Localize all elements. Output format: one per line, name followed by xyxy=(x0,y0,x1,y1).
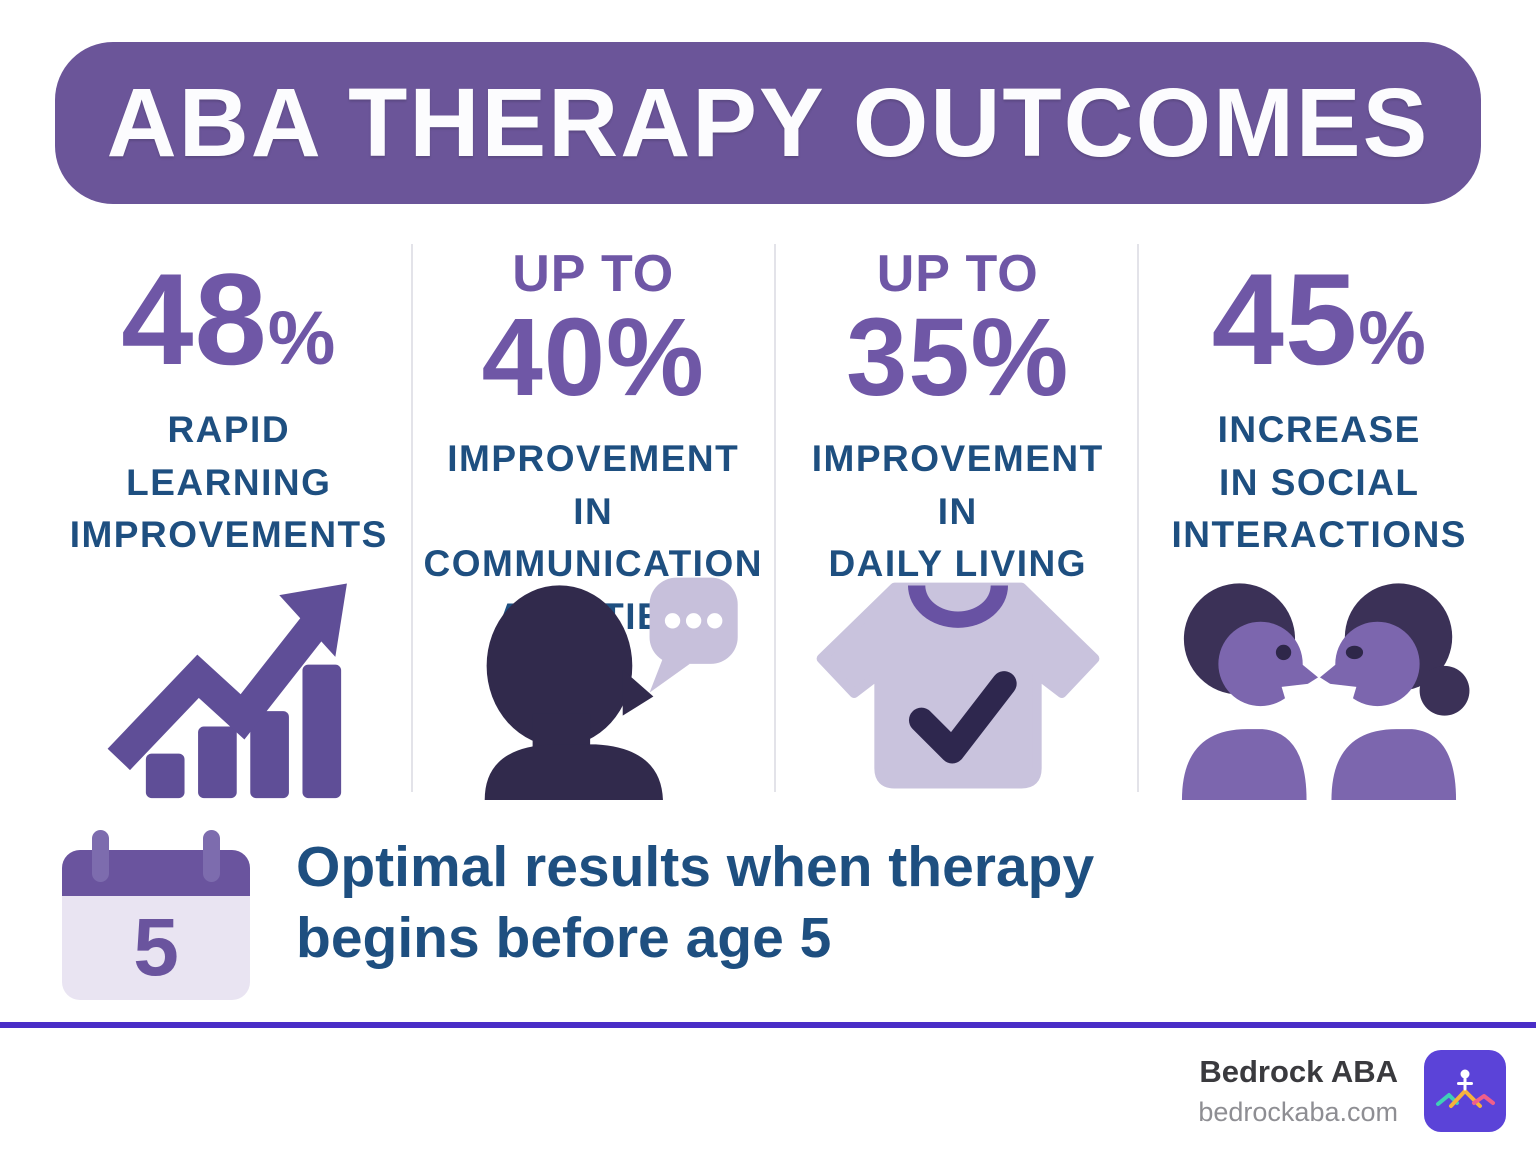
calendar-ring xyxy=(92,830,109,882)
stat-label-line: IMPROVEMENT IN xyxy=(447,438,740,532)
right-child-ponytail xyxy=(1419,665,1470,716)
right-child-face xyxy=(1335,621,1420,707)
age-note-line: Optimal results when therapy xyxy=(296,835,1095,899)
stat-prefix: UP TO xyxy=(876,245,1039,303)
social-interaction-icon xyxy=(1138,570,1500,800)
left-child-nose xyxy=(1297,660,1319,691)
right-child-body xyxy=(1331,729,1457,800)
growth-chart-icon xyxy=(48,570,410,800)
bubble-dot xyxy=(707,613,723,629)
column-divider xyxy=(1137,244,1139,792)
age-note-text: Optimal results when therapy begins befo… xyxy=(296,832,1094,973)
stat-label-line: IMPROVEMENT IN xyxy=(811,438,1104,532)
stat-label-line: IMPROVEMENTS xyxy=(69,514,388,556)
communication-icon xyxy=(410,570,777,800)
trend-arrow-line xyxy=(107,608,332,771)
percent-sign: % xyxy=(1358,296,1427,381)
bar xyxy=(145,753,185,799)
daily-living-skills-icon xyxy=(777,570,1139,800)
header-banner: ABA THERAPY OUTCOMES xyxy=(55,42,1481,204)
speech-bubble-tail xyxy=(649,658,691,693)
right-child-mouth xyxy=(1324,683,1357,707)
left-child-mouth xyxy=(1281,683,1315,707)
calendar-ring xyxy=(203,830,220,882)
stat-value: 35% xyxy=(846,303,1069,413)
page-title: ABA THERAPY OUTCOMES xyxy=(106,68,1430,177)
stat-communication: UP TO 40% IMPROVEMENT IN COMMUNICATION A… xyxy=(410,238,777,800)
shoulders xyxy=(484,744,664,800)
left-child-body xyxy=(1182,729,1307,800)
percent-sign: % xyxy=(267,296,337,381)
trend-arrow-head xyxy=(279,583,347,657)
two-children-talking-svg xyxy=(1182,583,1470,800)
stat-social-interactions: 45% INCREASE IN SOCIAL INTERACTIONS xyxy=(1138,238,1500,800)
stat-label-line: RAPID xyxy=(167,409,291,450)
bubble-dot xyxy=(665,613,681,629)
brand-name: Bedrock ABA xyxy=(1199,1054,1398,1089)
footer-divider xyxy=(0,1022,1536,1028)
growth-chart-svg xyxy=(107,583,347,799)
nose xyxy=(622,669,654,716)
communication-svg xyxy=(484,577,738,800)
age-note: 5 Optimal results when therapy begins be… xyxy=(62,826,1094,1000)
tshirt-body xyxy=(816,582,1100,789)
head xyxy=(486,585,633,747)
stat-label-line: COMMUNICATION xyxy=(423,543,763,585)
stat-number: 48 xyxy=(121,246,268,392)
stat-daily-living: UP TO 35% IMPROVEMENT IN DAILY LIVING SK… xyxy=(777,238,1139,800)
stat-label-line: INCREASE xyxy=(1217,409,1421,450)
bedrock-mountain-logo xyxy=(1424,1050,1506,1132)
left-child-face xyxy=(1218,621,1303,707)
logo-figure-body xyxy=(1457,1077,1473,1091)
checkmark xyxy=(908,671,1017,764)
stats-row: 48% RAPID LEARNING IMPROVEMENTS UP xyxy=(48,238,1500,800)
stat-label-line: INTERACTIONS xyxy=(1171,514,1467,556)
bar xyxy=(197,726,237,799)
logo-mountain-right xyxy=(1472,1094,1495,1105)
bar xyxy=(250,711,289,799)
calendar-header-band xyxy=(62,850,250,896)
percent-sign: % xyxy=(606,296,705,420)
stat-label-line: LEARNING xyxy=(126,461,332,503)
calendar-number: 5 xyxy=(133,902,179,993)
column-divider xyxy=(411,244,413,792)
footer: Bedrock ABA bedrockaba.com xyxy=(0,1028,1536,1154)
tshirt-check-svg xyxy=(816,582,1100,789)
logo-figure-head xyxy=(1460,1069,1470,1079)
brand-website: bedrockaba.com xyxy=(1198,1097,1398,1127)
left-child-eye xyxy=(1276,644,1292,661)
stat-value: 40% xyxy=(482,303,705,413)
right-child-eye xyxy=(1346,645,1364,660)
stat-label-line: DAILY LIVING xyxy=(828,543,1087,585)
right-child-nose xyxy=(1320,660,1342,691)
stat-value: 45% xyxy=(1212,254,1427,384)
stat-label: INCREASE IN SOCIAL INTERACTIONS xyxy=(1171,404,1467,562)
stat-rapid-learning: 48% RAPID LEARNING IMPROVEMENTS xyxy=(48,238,410,800)
stat-number: 40 xyxy=(481,296,607,420)
age-note-line: begins before age 5 xyxy=(296,905,832,970)
stat-value: 48% xyxy=(121,254,336,384)
stat-number: 35 xyxy=(846,296,971,420)
stat-label-line: IN SOCIAL xyxy=(1218,461,1420,503)
bubble-dot xyxy=(686,613,702,629)
stat-label: RAPID LEARNING IMPROVEMENTS xyxy=(70,404,388,562)
bar xyxy=(302,664,341,799)
column-divider xyxy=(774,244,776,792)
tshirt-collar-inner xyxy=(925,585,991,612)
stat-number: 45 xyxy=(1211,246,1359,392)
stat-prefix: UP TO xyxy=(512,245,675,303)
calendar-icon: 5 xyxy=(62,830,250,1000)
brand-text: Bedrock ABA bedrockaba.com xyxy=(1198,1054,1398,1128)
percent-sign: % xyxy=(970,296,1070,420)
